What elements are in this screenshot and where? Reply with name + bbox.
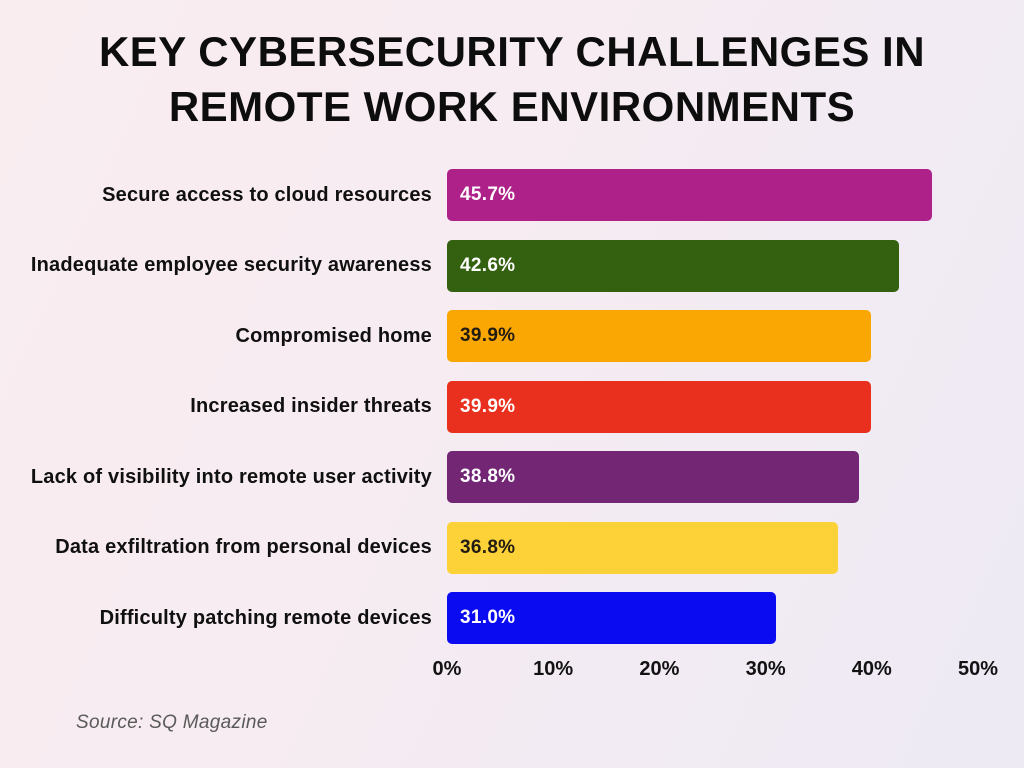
x-axis: 0% 10% 20% 30% 40% 50% [433,654,998,688]
bar-track: 36.8% [447,521,978,574]
chart-row: Compromised home 39.9% [0,301,978,372]
x-tick-label: 40% [851,657,892,680]
category-label: Secure access to cloud resources [102,183,432,206]
bar-track: 39.9% [447,380,978,433]
bar-track: 38.8% [447,451,978,504]
x-tick-label: 30% [745,657,786,680]
value-label: 31.0% [460,607,516,629]
chart-row: Inadequate employee security awareness 42… [0,231,978,302]
category-label: Compromised home [235,324,432,347]
value-label: 38.8% [460,466,516,488]
source-caption: Source: SQ Magazine [76,712,268,733]
value-label: 39.9% [460,325,516,347]
chart-row: Secure access to cloud resources 45.7% [0,160,978,231]
category-label: Increased insider threats [190,395,432,418]
bar: 42.6% [447,239,900,292]
bar: 39.9% [447,310,871,363]
chart-row: Difficulty patching remote devices 31.0% [0,583,978,654]
category-label: Data exfiltration from personal devices [55,536,432,559]
value-label: 45.7% [460,184,516,206]
bar: 31.0% [447,592,777,645]
bar-track: 39.9% [447,310,978,363]
category-label: Difficulty patching remote devices [99,606,432,629]
x-tick-label: 20% [639,657,680,680]
bar-rows: Secure access to cloud resources 45.7% Ina… [0,160,978,654]
category-label: Lack of visibility into remote user acti… [30,465,432,488]
chart-title: KEY CYBERSECURITY CHALLENGES IN REMOTE W… [0,0,1024,134]
chart-row: Lack of visibility into remote user acti… [0,442,978,513]
bar-track: 45.7% [447,169,978,222]
x-tick-label: 10% [533,657,574,680]
chart-title-line1: KEY CYBERSECURITY CHALLENGES IN [98,28,926,75]
chart-row: Increased insider threats 39.9% [0,372,978,443]
bar-track: 42.6% [447,239,978,292]
x-tick-label: 50% [957,657,999,680]
bar-chart: Secure access to cloud resources 45.7% Ina… [0,160,998,688]
bar: 45.7% [447,169,933,222]
category-label: Inadequate employee security awareness [30,254,432,277]
bar: 39.9% [447,380,871,433]
bar: 38.8% [447,451,860,504]
value-label: 39.9% [460,395,516,417]
value-label: 36.8% [460,536,516,558]
chart-row: Data exfiltration from personal devices 3… [0,513,978,584]
bar: 36.8% [447,521,838,574]
value-label: 42.6% [460,254,516,276]
bar-track: 31.0% [447,592,978,645]
chart-title-line2: REMOTE WORK ENVIRONMENTS [168,83,856,130]
x-tick-label: 0% [432,657,462,680]
